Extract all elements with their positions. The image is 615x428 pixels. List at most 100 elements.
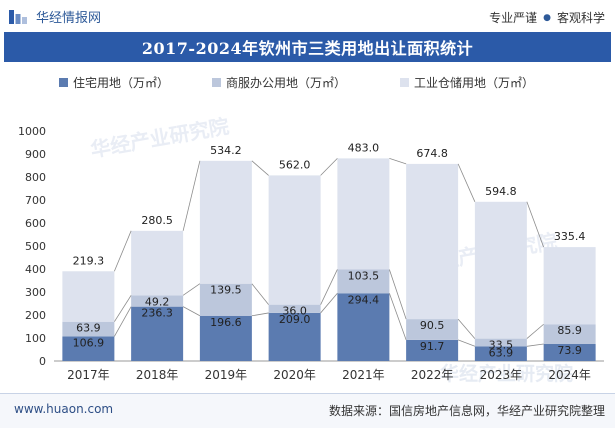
x-tick-label: 2018年: [136, 368, 179, 382]
tagline-dot-icon: ●: [543, 12, 551, 23]
bar-segment: [406, 339, 459, 361]
data-label: 219.3: [73, 254, 105, 267]
bar-segment: [199, 315, 252, 361]
bar-segment: [199, 160, 252, 284]
data-label: 562.0: [279, 158, 311, 171]
connector-line: [251, 160, 269, 176]
connector-line: [114, 295, 132, 322]
connector-line: [388, 293, 407, 341]
bar-segment: [474, 201, 527, 339]
bar-segment: [337, 269, 390, 294]
y-tick-label: 200: [25, 309, 46, 322]
connector-line: [526, 201, 545, 248]
legend-label: 商服办公用地（万㎡）: [226, 75, 346, 90]
bar-segment: [474, 346, 527, 361]
chart-area: 华经产业研究院华经产业研究院华经产业研究院住宅用地（万㎡）商服办公用地（万㎡）工…: [18, 75, 604, 385]
data-label: 236.3: [141, 307, 173, 320]
tagline-left: 专业严谨: [489, 11, 538, 25]
data-label: 73.9: [557, 344, 582, 357]
x-tick-label: 2020年: [273, 368, 316, 382]
title-band: 2017-2024年钦州市三类用地出让面积统计: [4, 32, 611, 62]
bar-segment: [131, 295, 184, 307]
footer: www.huaon.com 数据来源：国信房地产信息网，华经产业研究院整理: [0, 393, 615, 428]
legend-label: 住宅用地（万㎡）: [73, 75, 169, 90]
x-tick-label: 2021年: [342, 368, 385, 382]
connector-line: [457, 339, 476, 347]
data-label: 36.0: [282, 305, 307, 318]
connector-line: [251, 283, 269, 305]
connector-line: [114, 230, 132, 272]
data-label: 483.0: [348, 141, 380, 154]
tagline-right: 客观科学: [556, 11, 605, 25]
x-tick-label: 2024年: [548, 368, 591, 382]
bar-segment: [199, 283, 252, 316]
data-label: 674.8: [416, 147, 448, 160]
connector-line: [182, 160, 201, 231]
data-label: 594.8: [485, 185, 517, 198]
bar-segment: [406, 163, 459, 320]
data-label: 85.9: [557, 324, 582, 337]
x-tick-label: 2023年: [480, 368, 523, 382]
data-label: 63.9: [489, 346, 514, 359]
bar-segment: [131, 306, 184, 361]
data-label: 209.0: [279, 313, 311, 326]
y-tick-label: 700: [25, 194, 46, 207]
data-label: 294.4: [348, 293, 380, 306]
y-tick-label: 400: [25, 263, 46, 276]
legend-swatch: [212, 78, 221, 87]
connector-line: [182, 306, 201, 317]
legend-swatch: [400, 78, 409, 87]
connector-line: [114, 306, 132, 337]
connector-line: [320, 158, 338, 176]
chart-title: 2017-2024年钦州市三类用地出让面积统计: [141, 39, 474, 58]
data-label: 534.2: [210, 144, 242, 157]
data-label: 63.9: [76, 322, 101, 335]
connector-line: [457, 318, 476, 339]
x-tick-label: 2022年: [411, 368, 454, 382]
connector-line: [320, 269, 338, 305]
bar-segment: [337, 293, 390, 361]
y-tick-label: 1000: [18, 125, 46, 138]
y-tick-label: 0: [39, 355, 46, 368]
data-label: 139.5: [210, 284, 242, 297]
y-tick-label: 100: [25, 332, 46, 345]
y-tick-label: 600: [25, 217, 46, 230]
y-tick-label: 500: [25, 240, 46, 253]
x-tick-label: 2017年: [67, 368, 110, 382]
bar-segment: [268, 175, 321, 305]
data-label: 196.6: [210, 316, 242, 329]
bar-segment: [62, 336, 115, 361]
bar-segment: [62, 271, 115, 322]
data-label: 280.5: [141, 214, 173, 227]
brand-name: 华经情报网: [36, 11, 102, 26]
y-tick-label: 300: [25, 286, 46, 299]
connector-line: [389, 158, 407, 165]
bar-segment: [268, 304, 321, 313]
connector-line: [251, 312, 269, 317]
tagline: 专业严谨 ● 客观科学: [489, 9, 605, 26]
footer-url[interactable]: www.huaon.com: [14, 402, 114, 416]
connector-line: [388, 269, 407, 320]
brand: 华经情报网: [8, 7, 101, 26]
data-label: 335.4: [554, 230, 586, 243]
bar-segment: [62, 321, 115, 337]
bar-segment: [543, 344, 596, 361]
connector-line: [526, 323, 544, 339]
bar-segment: [406, 319, 459, 340]
connector-line: [320, 293, 338, 314]
data-label: 91.7: [420, 340, 445, 353]
data-label: 106.9: [73, 336, 105, 349]
legend-label: 工业仓储用地（万㎡）: [414, 75, 534, 90]
bar-segment: [543, 324, 596, 345]
data-label: 33.5: [489, 339, 514, 352]
connector-line: [526, 343, 544, 347]
bar-segment: [543, 247, 596, 325]
data-label: 103.5: [348, 269, 380, 282]
bar-segment: [131, 230, 184, 296]
y-tick-label: 900: [25, 148, 46, 161]
legend-swatch: [59, 78, 68, 87]
data-label: 90.5: [420, 319, 445, 332]
bar-segment: [268, 312, 321, 361]
connector-line: [457, 163, 476, 202]
connector-line: [182, 283, 201, 296]
